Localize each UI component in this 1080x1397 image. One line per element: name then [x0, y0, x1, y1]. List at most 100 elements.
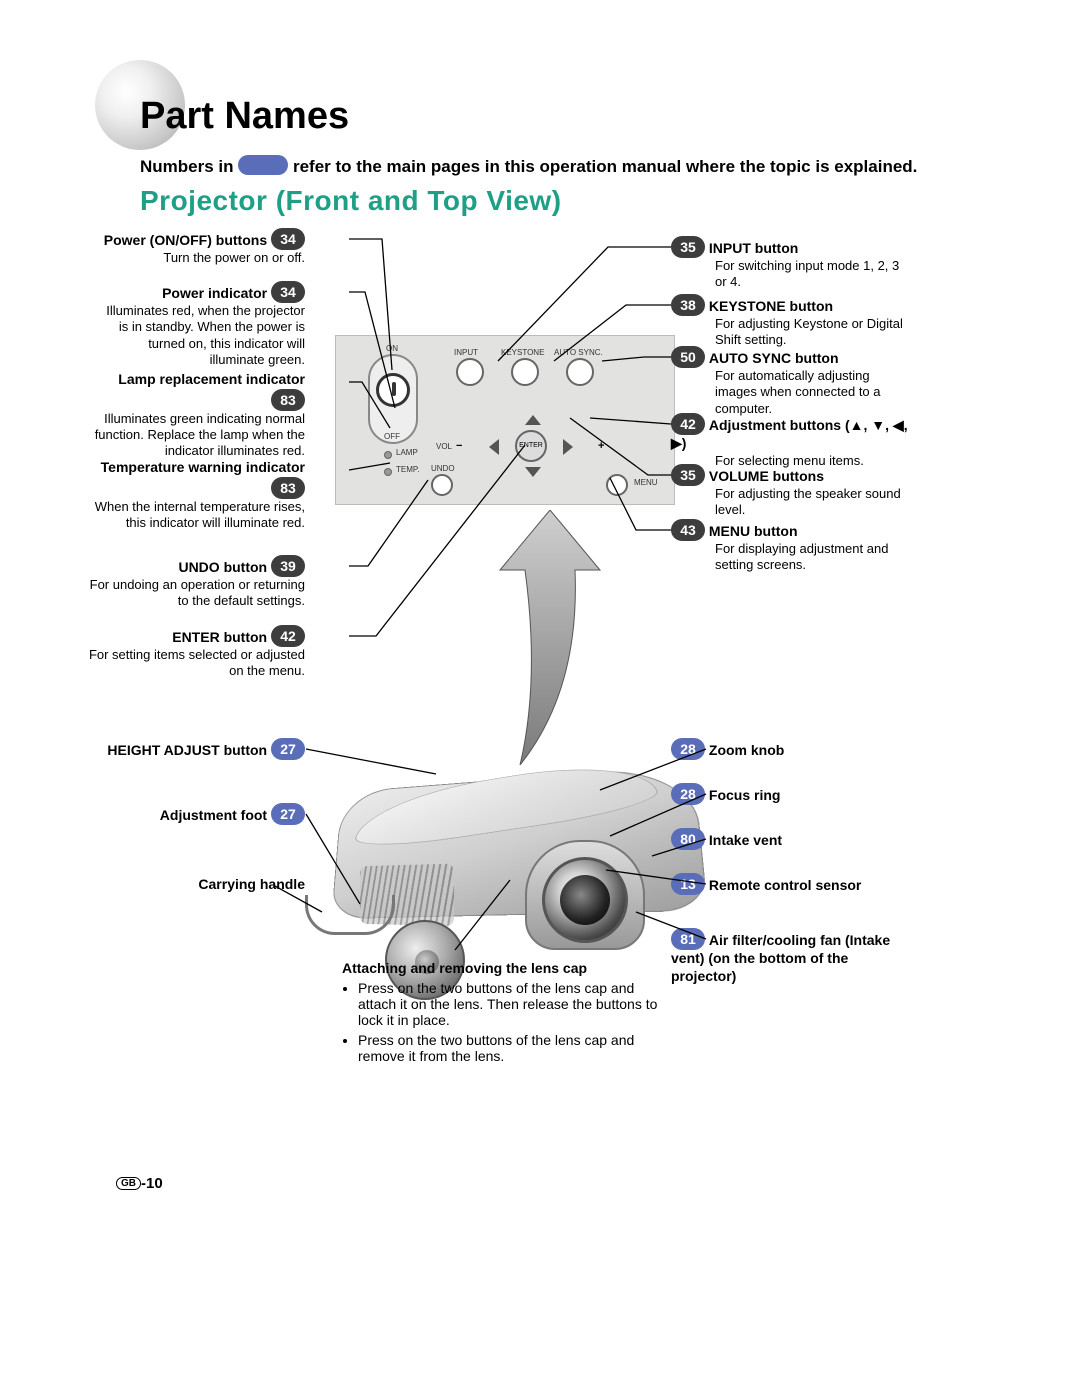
callout-left: Carrying handle: [85, 876, 305, 894]
lens-inner: [560, 875, 610, 925]
on-label: ON: [386, 344, 398, 353]
callout-title: Adjustment buttons (▲, ▼, ◀, ▶): [671, 417, 908, 451]
callout-desc: Illuminates green indicating normal func…: [85, 411, 305, 460]
callout-desc: For setting items selected or adjusted o…: [85, 647, 305, 680]
keystone-btn-icon: [511, 358, 539, 386]
page-ref-pill: 42: [671, 413, 705, 435]
page-ref-pill: 28: [671, 738, 705, 760]
lenscap-item: Press on the two buttons of the lens cap…: [358, 1032, 672, 1064]
callout-title: Carrying handle: [198, 876, 305, 892]
section-subtitle: Projector (Front and Top View): [140, 185, 562, 217]
page-ref-pill: 34: [271, 228, 305, 250]
callout-right: 28 Focus ring: [671, 783, 911, 805]
pill-reference-icon: [238, 155, 288, 175]
page-ref-pill: 39: [271, 555, 305, 577]
power-button-icon: [376, 373, 410, 407]
callout-title: Power (ON/OFF) buttons: [104, 232, 267, 248]
keystone-label: KEYSTONE: [501, 348, 544, 357]
page-ref-pill: 27: [271, 738, 305, 760]
callout-right: 43 MENU button For displaying adjustment …: [671, 519, 911, 574]
callout-left: Power (ON/OFF) buttons 34Turn the power …: [95, 228, 305, 266]
callout-title: Temperature warning indicator: [101, 459, 305, 475]
temp-led-icon: [384, 468, 392, 476]
arrow-up-icon: [525, 415, 541, 425]
arrow-left-icon: [489, 439, 499, 455]
callout-desc: For undoing an operation or returning to…: [85, 577, 305, 610]
control-panel-diagram: ON OFF INPUT KEYSTONE AUTO SYNC. LAMP TE…: [335, 335, 675, 505]
lenscap-note: Attaching and removing the lens cap Pres…: [342, 960, 672, 1068]
callout-title: INPUT button: [709, 240, 798, 256]
callout-right: 13 Remote control sensor: [671, 873, 911, 895]
callout-title: AUTO SYNC button: [709, 350, 839, 366]
page-ref-pill: 83: [271, 389, 305, 411]
callout-title: KEYSTONE button: [709, 298, 833, 314]
page-ref-pill: 27: [271, 803, 305, 825]
callout-left: Temperature warning indicator 83When the…: [85, 459, 305, 531]
callout-desc: When the internal temperature rises, thi…: [85, 499, 305, 532]
temp-label: TEMP.: [396, 465, 419, 474]
callout-right: 35 VOLUME buttonsFor adjusting the speak…: [671, 464, 911, 519]
carry-handle-icon: [305, 895, 395, 935]
callout-desc: For switching input mode 1, 2, 3 or 4.: [715, 258, 911, 291]
callout-left: ENTER button 42For setting items selecte…: [85, 625, 305, 680]
vol-minus-icon: −: [456, 440, 462, 452]
input-label: INPUT: [454, 348, 478, 357]
callout-right: 35 INPUT button For switching input mode …: [671, 236, 911, 291]
page-ref-pill: 83: [271, 477, 305, 499]
page-ref-pill: 13: [671, 873, 705, 895]
page-ref-pill: 43: [671, 519, 705, 541]
callout-right: 28 Zoom knob: [671, 738, 911, 760]
enter-btn-icon: ENTER: [515, 430, 547, 462]
callout-right: 38 KEYSTONE button For adjusting Keystone…: [671, 294, 911, 349]
lenscap-list: Press on the two buttons of the lens cap…: [342, 980, 672, 1064]
gb-badge: GB: [116, 1177, 141, 1190]
intro-before: Numbers in: [140, 157, 238, 176]
input-btn-icon: [456, 358, 484, 386]
callout-right: 80 Intake vent: [671, 828, 911, 850]
undo-label: UNDO: [431, 464, 455, 473]
callout-title: ENTER button: [172, 629, 267, 645]
manual-page: Part Names Numbers in refer to the main …: [0, 0, 1080, 1397]
magnify-arrow-icon: [480, 510, 620, 770]
nav-pad: ENTER: [481, 411, 581, 481]
page-title: Part Names: [140, 95, 349, 138]
page-ref-pill: 28: [671, 783, 705, 805]
autosync-btn-icon: [566, 358, 594, 386]
callout-right: 42 Adjustment buttons (▲, ▼, ◀, ▶)For se…: [671, 413, 911, 469]
callout-title: HEIGHT ADJUST button: [107, 742, 267, 758]
menu-label: MENU: [634, 478, 658, 487]
callout-left: UNDO button 39For undoing an operation o…: [85, 555, 305, 610]
lenscap-item: Press on the two buttons of the lens cap…: [358, 980, 672, 1028]
vol-label: VOL: [436, 442, 452, 451]
callout-title: Focus ring: [709, 787, 781, 803]
callout-right: 81 Air filter/cooling fan (Intake vent) …: [671, 928, 911, 985]
callout-title: VOLUME buttons: [709, 468, 824, 484]
callout-right: 50 AUTO SYNC buttonFor automatically adj…: [671, 346, 911, 417]
callout-title: Power indicator: [162, 285, 267, 301]
lenscap-heading: Attaching and removing the lens cap: [342, 960, 672, 976]
lamp-label: LAMP: [396, 448, 418, 457]
page-ref-pill: 35: [671, 236, 705, 258]
callout-title: UNDO button: [178, 559, 267, 575]
arrow-down-icon: [525, 467, 541, 477]
autosync-label: AUTO SYNC.: [554, 348, 603, 357]
callout-desc: For adjusting Keystone or Digital Shift …: [715, 316, 911, 349]
callout-desc: For automatically adjusting images when …: [715, 368, 911, 417]
page-ref-pill: 42: [271, 625, 305, 647]
off-label: OFF: [384, 432, 400, 441]
intro-line: Numbers in refer to the main pages in th…: [140, 155, 970, 177]
callout-desc: For displaying adjustment and setting sc…: [715, 541, 911, 574]
callout-desc: Illuminates red, when the projector is i…: [95, 303, 305, 368]
callout-left: Lamp replacement indicator 83Illuminates…: [85, 371, 305, 459]
callout-title: Intake vent: [709, 832, 782, 848]
callout-title: MENU button: [709, 523, 798, 539]
page-ref-pill: 34: [271, 281, 305, 303]
page-ref-pill: 38: [671, 294, 705, 316]
menu-btn-icon: [606, 474, 628, 496]
page-number: -10: [141, 1175, 163, 1192]
page-ref-pill: 81: [671, 928, 705, 950]
callout-title: Adjustment foot: [160, 807, 267, 823]
callout-title: Zoom knob: [709, 742, 784, 758]
vol-plus-icon: +: [598, 440, 604, 452]
projector-illustration: [290, 745, 720, 975]
